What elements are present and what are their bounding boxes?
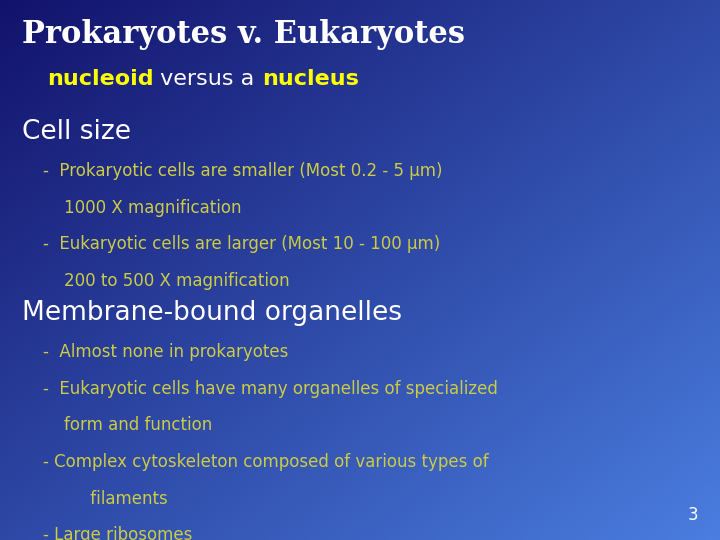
Text: nucleus: nucleus	[262, 69, 359, 89]
Text: 1000 X magnification: 1000 X magnification	[43, 199, 242, 217]
Text: 200 to 500 X magnification: 200 to 500 X magnification	[43, 272, 290, 290]
Text: nucleoid: nucleoid	[47, 69, 153, 89]
Text: -  Eukaryotic cells have many organelles of specialized: - Eukaryotic cells have many organelles …	[43, 380, 498, 397]
Text: - Large ribosomes: - Large ribosomes	[43, 526, 192, 540]
Text: Cell size: Cell size	[22, 119, 130, 145]
Text: -  Prokaryotic cells are smaller (Most 0.2 - 5 μm): - Prokaryotic cells are smaller (Most 0.…	[43, 162, 443, 180]
Text: -  Almost none in prokaryotes: - Almost none in prokaryotes	[43, 343, 289, 361]
Text: 3: 3	[688, 506, 698, 524]
Text: Membrane-bound organelles: Membrane-bound organelles	[22, 300, 402, 326]
Text: filaments: filaments	[43, 490, 168, 508]
Text: -  Eukaryotic cells are larger (Most 10 - 100 μm): - Eukaryotic cells are larger (Most 10 -…	[43, 235, 441, 253]
Text: versus a: versus a	[153, 69, 262, 89]
Text: Prokaryotes v. Eukaryotes: Prokaryotes v. Eukaryotes	[22, 19, 464, 50]
Text: form and function: form and function	[43, 416, 212, 434]
Text: - Complex cytoskeleton composed of various types of: - Complex cytoskeleton composed of vario…	[43, 453, 489, 471]
